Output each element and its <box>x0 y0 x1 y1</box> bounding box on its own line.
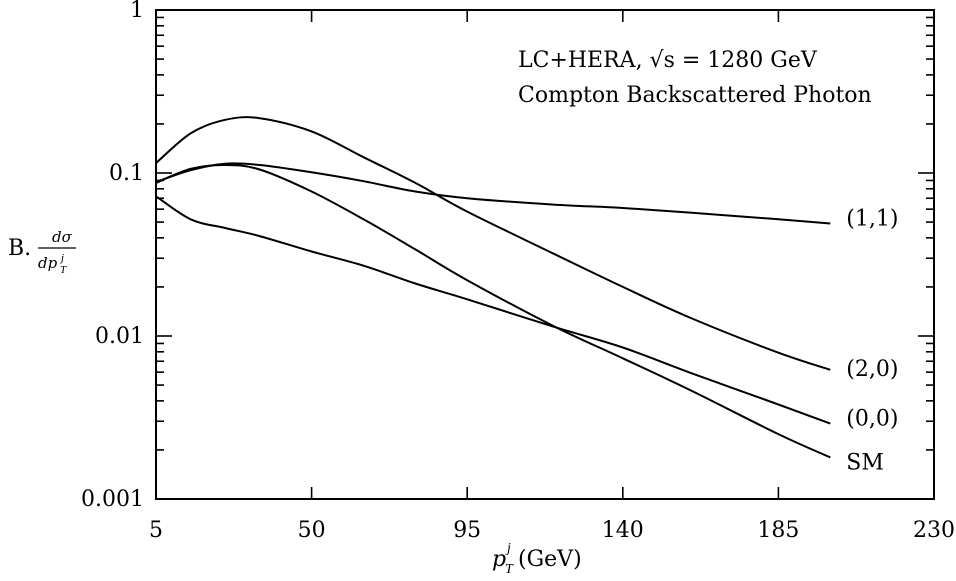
y-axis-label-denominator-sub: T <box>60 264 67 276</box>
plot-frame <box>155 9 935 500</box>
y-axis-label: B. dσ dp T j <box>8 228 76 276</box>
series-line-sm <box>155 163 831 459</box>
series-line-00 <box>155 195 831 425</box>
y-tick-label: 0.001 <box>81 487 144 512</box>
x-tick-label: 50 <box>298 518 326 543</box>
tick-marks <box>155 9 935 500</box>
x-tick-label: 95 <box>453 518 481 543</box>
y-axis-label-denominator: dp <box>38 254 58 272</box>
x-axis-label-main: p <box>492 547 506 572</box>
series-line-20 <box>155 116 831 371</box>
x-tick-label: 140 <box>602 518 644 543</box>
series-line-11 <box>155 162 831 225</box>
series-label-20: (2,0) <box>846 357 898 382</box>
y-axis-label-denominator-sup: j <box>59 252 64 264</box>
x-axis-label-sub: T <box>505 562 514 577</box>
y-tick-label: 0.1 <box>109 161 144 186</box>
x-axis-label: p T j (GeV) <box>492 541 582 577</box>
series-labels: (1,1) (2,0) (0,0) SM <box>846 206 898 475</box>
series-curves <box>155 116 831 459</box>
series-label-00: (0,0) <box>846 407 898 432</box>
x-tick-label: 5 <box>149 518 163 543</box>
tick-labels: 5 50 95 140 185 230 0.001 0.01 0.1 1 <box>81 0 955 543</box>
y-tick-label: 0.01 <box>95 324 144 349</box>
x-axis-label-sup: j <box>505 541 511 556</box>
series-label-11: (1,1) <box>846 206 898 231</box>
y-tick-label: 1 <box>130 0 144 23</box>
series-label-sm: SM <box>846 450 884 475</box>
annotation-line-2: Compton Backscattered Photon <box>518 83 872 108</box>
x-axis-label-unit: (GeV) <box>518 547 582 572</box>
y-axis-label-prefix: B. <box>8 236 31 261</box>
annotation-line-1: LC+HERA, √s = 1280 GeV <box>518 48 818 73</box>
x-tick-label: 230 <box>913 518 955 543</box>
y-axis-label-numerator: dσ <box>52 228 73 246</box>
x-tick-label: 185 <box>757 518 799 543</box>
